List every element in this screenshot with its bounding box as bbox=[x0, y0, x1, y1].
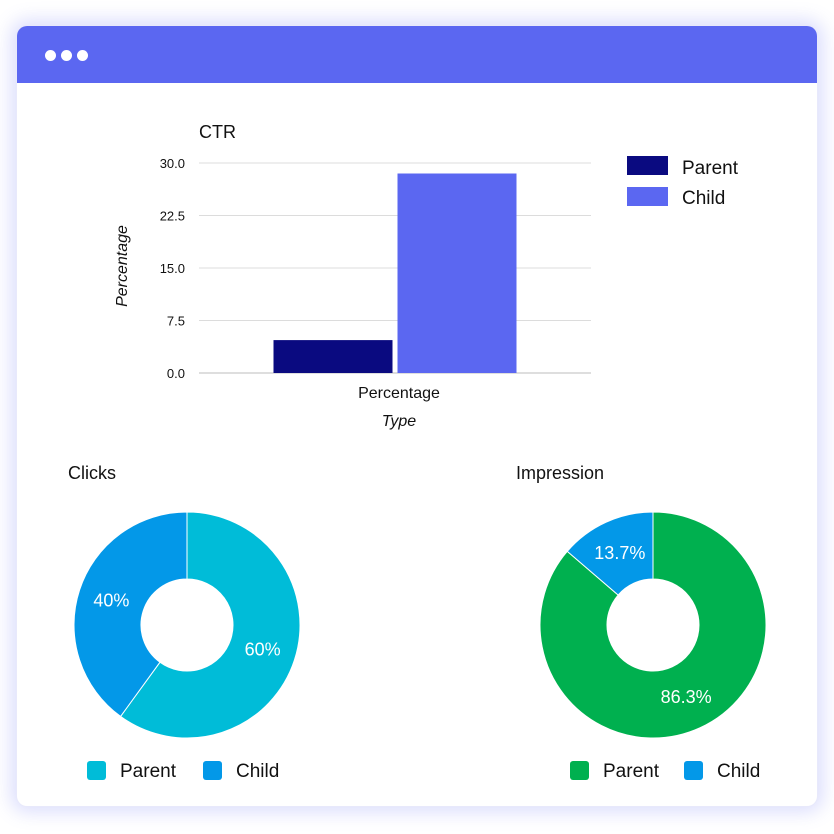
impression-legend-swatch-child bbox=[684, 761, 703, 780]
clicks-legend-swatch-child bbox=[203, 761, 222, 780]
ctr-legend-label-child: Child bbox=[682, 188, 725, 209]
ctr-y-tick-label: 15.0 bbox=[160, 261, 185, 276]
ctr-y-axis-label: Percentage bbox=[114, 225, 131, 307]
impression-legend-label-parent: Parent bbox=[603, 761, 660, 782]
clicks-slice-child[interactable] bbox=[73, 511, 188, 718]
window-dot-icon[interactable] bbox=[61, 50, 72, 61]
window-titlebar bbox=[17, 26, 817, 83]
clicks-legend-swatch-parent bbox=[87, 761, 106, 780]
ctr-legend-label-parent: Parent bbox=[682, 158, 739, 179]
ctr-bar-child[interactable] bbox=[397, 173, 517, 374]
impression-chart-title: Impression bbox=[516, 463, 604, 483]
impression-slice-label: 13.7% bbox=[594, 543, 645, 563]
clicks-slice-parent[interactable] bbox=[119, 511, 301, 739]
ctr-y-tick-label: 7.5 bbox=[167, 314, 185, 329]
ctr-legend-swatch-child bbox=[627, 187, 668, 206]
clicks-legend-label-child: Child bbox=[236, 761, 279, 782]
ctr-y-tick-label: 30.0 bbox=[160, 156, 185, 171]
ctr-y-tick-label: 22.5 bbox=[160, 209, 185, 224]
clicks-chart-title: Clicks bbox=[68, 463, 116, 483]
impression-slice-child[interactable] bbox=[566, 511, 654, 596]
impression-slice-label: 86.3% bbox=[661, 687, 712, 707]
ctr-category-label: Percentage bbox=[358, 385, 440, 402]
window-dot-icon[interactable] bbox=[45, 50, 56, 61]
clicks-legend-label-parent: Parent bbox=[120, 761, 177, 782]
ctr-x-axis-label: Type bbox=[382, 413, 416, 430]
ctr-legend-swatch-parent bbox=[627, 156, 668, 175]
clicks-slice-label: 40% bbox=[93, 590, 129, 610]
impression-legend-swatch-parent bbox=[570, 761, 589, 780]
window-dot-icon[interactable] bbox=[77, 50, 88, 61]
ctr-bar-parent[interactable] bbox=[273, 340, 393, 373]
ctr-y-tick-label: 0.0 bbox=[167, 366, 185, 381]
ctr-chart-title: CTR bbox=[199, 122, 236, 142]
impression-slice-parent[interactable] bbox=[539, 511, 767, 739]
impression-legend-label-child: Child bbox=[717, 761, 760, 782]
clicks-slice-label: 60% bbox=[245, 640, 281, 660]
